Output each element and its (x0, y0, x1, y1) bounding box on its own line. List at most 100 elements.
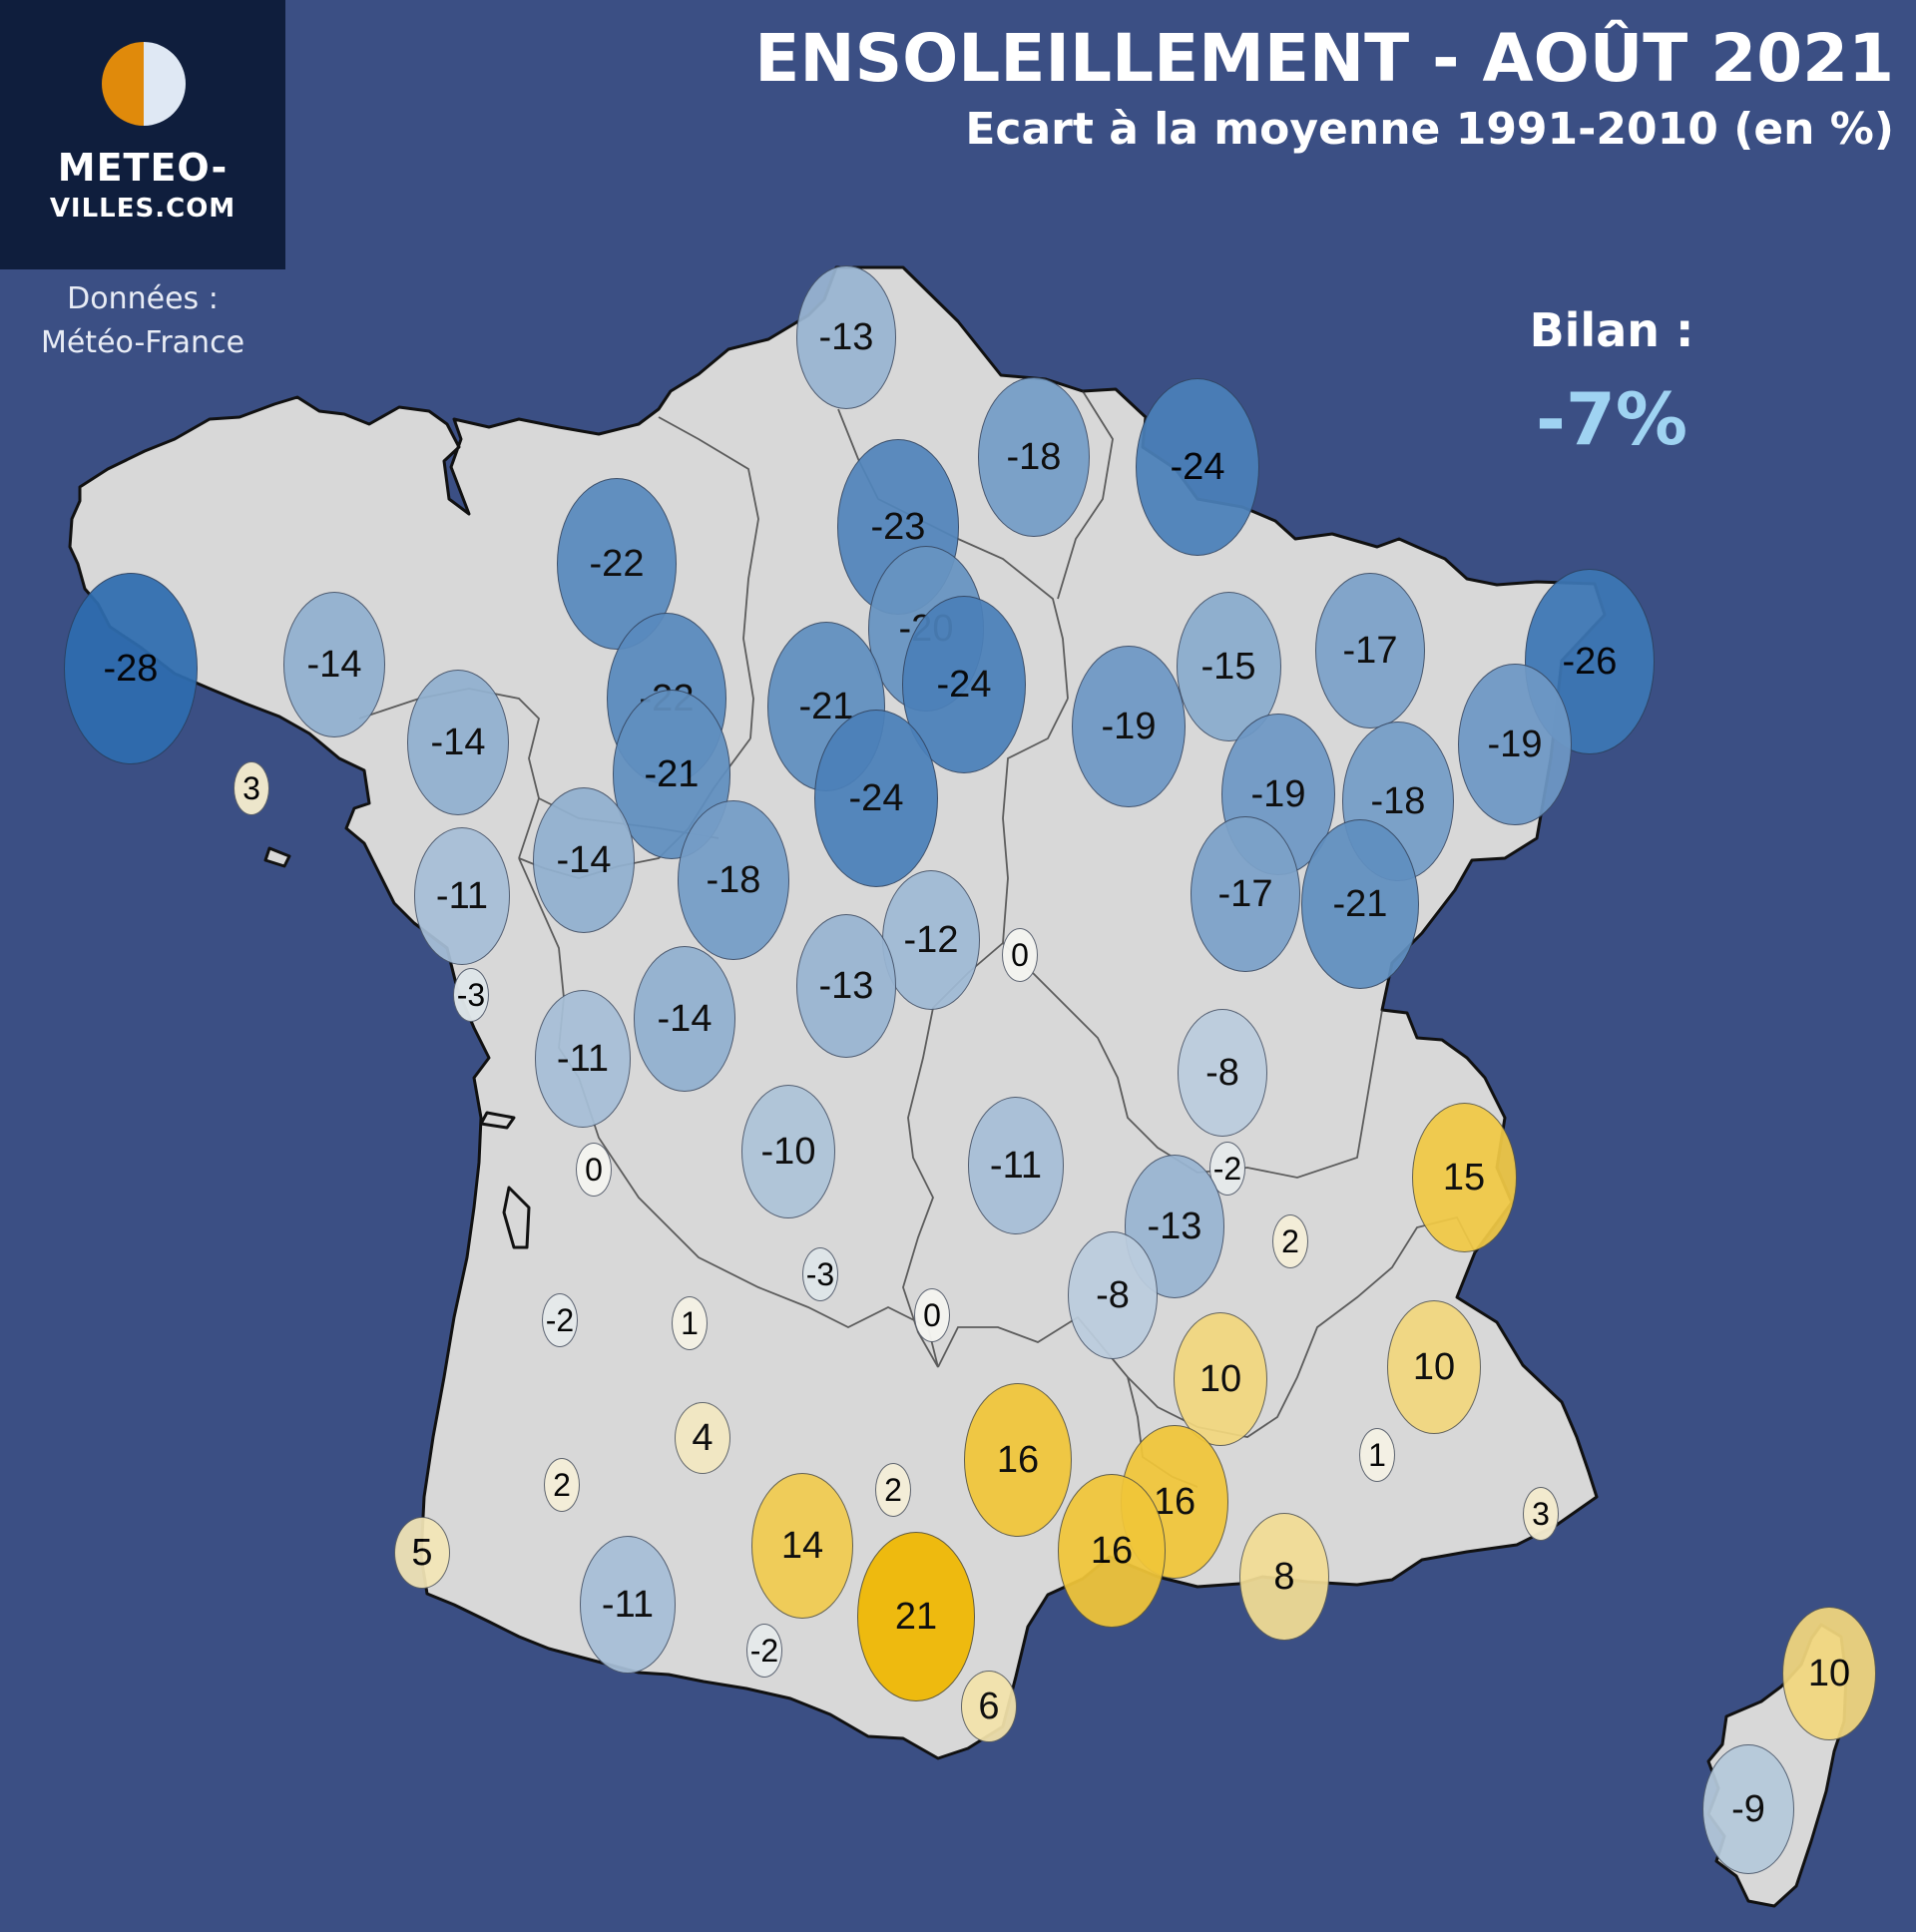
station-bubble: -14 (282, 591, 386, 738)
station-value: 14 (780, 1524, 824, 1567)
station-bubble: 5 (394, 1517, 450, 1589)
station-bubble: -11 (413, 827, 511, 965)
region-border (1002, 698, 1069, 944)
ile-d-oleron (502, 1186, 531, 1249)
station-bubble: 8 (1239, 1513, 1329, 1641)
station-bubble: -17 (1191, 815, 1300, 973)
station-bubble: 4 (675, 1402, 730, 1474)
region-border (1057, 390, 1114, 600)
station-bubble: -12 (881, 869, 981, 1011)
station-bubble: 15 (1411, 1103, 1517, 1252)
station-value: 0 (1011, 937, 1029, 973)
station-bubble: 16 (964, 1383, 1072, 1537)
station-value: 6 (978, 1686, 1000, 1727)
station-value: -21 (798, 685, 854, 727)
station-bubble: -21 (1300, 819, 1420, 989)
station-value: -13 (1147, 1205, 1202, 1247)
station-value: -15 (1200, 646, 1256, 688)
station-bubble: -14 (532, 786, 636, 934)
station-value: -3 (456, 977, 486, 1013)
station-value: -11 (601, 1583, 655, 1626)
station-bubble: 6 (961, 1671, 1017, 1742)
station-bubble: -24 (813, 709, 939, 888)
station-value: 4 (692, 1417, 714, 1459)
station-bubble: 21 (856, 1532, 976, 1701)
ile-de-re (479, 1111, 516, 1130)
station-bubble: 14 (750, 1472, 854, 1620)
logo: METEO- VILLES.COM (0, 0, 285, 269)
station-value: -9 (1731, 1787, 1765, 1830)
station-value: -13 (818, 964, 874, 1007)
station-value: -18 (1370, 779, 1426, 822)
station-bubble: -17 (1315, 572, 1425, 729)
station-value: 2 (884, 1472, 902, 1508)
station-value: -23 (870, 505, 926, 548)
station-bubble: 2 (875, 1463, 911, 1517)
station-bubble: 10 (1782, 1607, 1876, 1740)
station-bubble: -8 (1068, 1231, 1158, 1359)
station-value: -13 (818, 315, 874, 358)
region-border (578, 1077, 939, 1368)
station-value: -10 (760, 1131, 816, 1173)
belle-ile (263, 846, 291, 868)
map-title: ENSOLEILLEMENT - AOÛT 2021 (754, 20, 1894, 97)
station-value: -18 (1006, 435, 1062, 478)
station-value: -24 (1170, 445, 1225, 488)
station-value: -11 (435, 874, 489, 917)
station-value: 2 (1281, 1223, 1299, 1259)
station-bubble: -24 (1135, 377, 1260, 557)
station-value: 16 (1090, 1529, 1134, 1572)
station-bubble: 0 (914, 1288, 950, 1342)
data-source-label: Données : (67, 281, 219, 316)
station-bubble: -11 (967, 1097, 1065, 1234)
station-bubble: -3 (453, 968, 489, 1022)
station-bubble: -19 (1072, 645, 1186, 808)
station-bubble: -11 (579, 1536, 677, 1674)
station-value: 10 (1807, 1653, 1851, 1694)
station-value: -2 (1212, 1151, 1242, 1187)
station-bubble: 1 (1359, 1428, 1395, 1482)
station-bubble: 2 (544, 1458, 580, 1512)
station-bubble: 16 (1058, 1474, 1166, 1628)
station-value: -21 (644, 752, 700, 795)
station-value: 1 (681, 1305, 699, 1341)
station-value: -14 (556, 838, 612, 881)
logo-text-line2: VILLES.COM (49, 194, 237, 224)
station-bubble: -14 (406, 669, 510, 816)
station-value: -2 (545, 1302, 575, 1338)
station-bubble: -8 (1178, 1009, 1267, 1137)
station-value: 10 (1198, 1358, 1242, 1400)
station-bubble: -19 (1458, 663, 1572, 826)
station-value: -19 (1250, 772, 1306, 815)
station-value: -22 (589, 542, 645, 585)
station-value: 2 (553, 1467, 571, 1503)
station-bubble: -2 (746, 1624, 782, 1678)
station-value: 16 (996, 1438, 1040, 1481)
station-value: -17 (1342, 629, 1398, 672)
station-bubble: 3 (1523, 1487, 1559, 1541)
station-bubble: 10 (1174, 1312, 1267, 1446)
station-value: -2 (749, 1633, 779, 1669)
station-value: -14 (430, 721, 486, 763)
map-subtitle: Ecart à la moyenne 1991-2010 (en %) (965, 104, 1894, 155)
station-value: 8 (1273, 1555, 1295, 1598)
station-bubble: -18 (978, 377, 1090, 537)
station-value: -17 (1217, 872, 1273, 915)
station-bubble: 0 (576, 1143, 612, 1197)
station-value: -14 (306, 643, 362, 686)
station-value: -19 (1487, 723, 1543, 765)
station-value: -18 (706, 858, 761, 901)
station-bubble: -3 (802, 1247, 838, 1301)
station-value: -12 (903, 918, 959, 961)
station-bubble: -10 (741, 1085, 835, 1218)
station-value: -11 (989, 1144, 1043, 1187)
station-bubble: -11 (534, 990, 632, 1128)
region-border (1002, 942, 1383, 1179)
region-border (658, 416, 759, 739)
station-bubble: 0 (1002, 928, 1038, 982)
station-value: 15 (1442, 1157, 1486, 1199)
station-bubble: -26 (1525, 569, 1655, 754)
station-bubble: 10 (1387, 1300, 1481, 1434)
station-value: -26 (1562, 640, 1618, 683)
station-bubble: -28 (64, 573, 198, 764)
